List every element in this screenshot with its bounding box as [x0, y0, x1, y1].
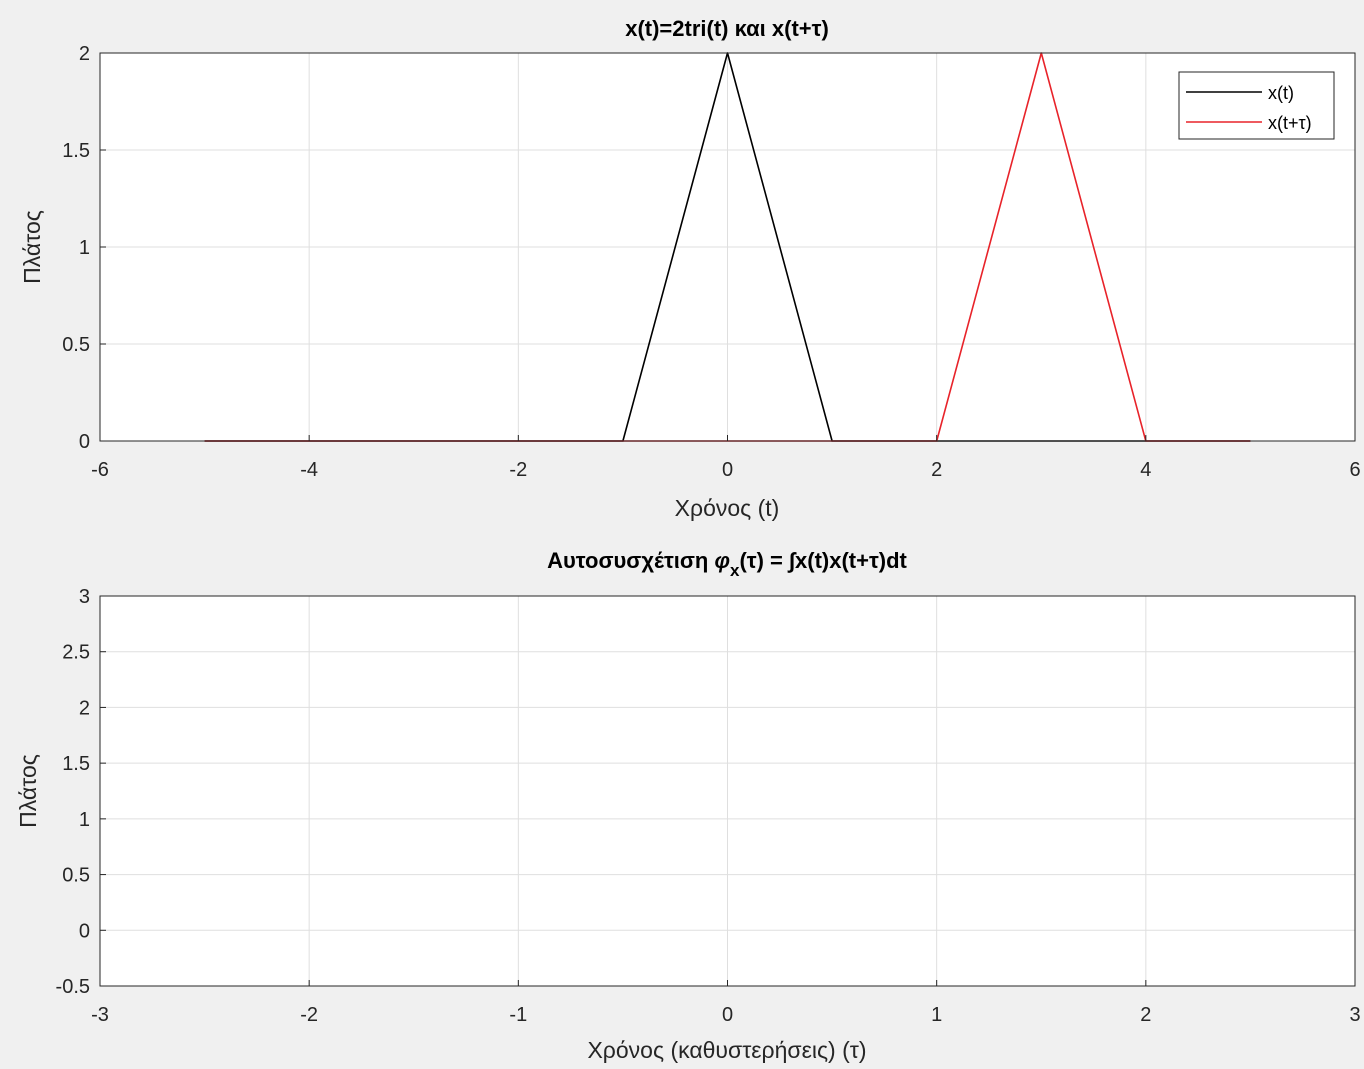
bottom-x-axis-label: Χρόνος (καθυστερήσεις) (τ) — [587, 1037, 866, 1063]
top-y-tick-label: 1.5 — [62, 140, 90, 162]
top-x-tick-label: 0 — [722, 459, 733, 481]
top-y-tick-label: 1 — [79, 237, 90, 259]
bottom-y-tick-label: -0.5 — [56, 976, 90, 998]
top-x-tick-label: 6 — [1349, 459, 1360, 481]
bottom-x-tick-label: 0 — [722, 1004, 733, 1026]
legend-box — [1178, 71, 1335, 140]
legend: x(t) x(t+τ) — [1178, 71, 1335, 140]
top-x-tick-label: -2 — [509, 459, 527, 481]
top-axes: -6 -4 -2 0 2 4 6 0 0.5 1 1.5 2 x(t)=2tri(t) και x(… — [19, 16, 1361, 521]
bottom-y-axis-label: Πλάτος — [15, 754, 41, 828]
bottom-title-post: (τ) = ∫x(t)x(t+τ)dt — [739, 548, 907, 573]
top-x-tick-label: 4 — [1140, 459, 1151, 481]
bottom-y-ticks: -0.5 0 0.5 1 1.5 2 2.5 3 — [56, 586, 106, 998]
bottom-title-sub: x — [730, 561, 740, 580]
top-y-ticks: 0 0.5 1 1.5 2 — [62, 43, 106, 453]
bottom-x-tick-label: -1 — [509, 1004, 527, 1026]
bottom-x-tick-label: 2 — [1140, 1004, 1151, 1026]
bottom-y-tick-label: 2 — [79, 697, 90, 719]
top-x-axis-label: Χρόνος (t) — [675, 495, 780, 521]
legend-entry-x-t-tau: x(t+τ) — [1268, 113, 1312, 133]
bottom-x-tick-label: -3 — [91, 1004, 109, 1026]
top-y-tick-label: 0.5 — [62, 334, 90, 356]
bottom-y-tick-label: 0.5 — [62, 865, 90, 887]
bottom-title-phi: φ — [714, 548, 729, 573]
bottom-y-tick-label: 0 — [79, 920, 90, 942]
bottom-y-tick-label: 1.5 — [62, 753, 90, 775]
bottom-x-ticks: -3 -2 -1 0 1 2 3 — [91, 980, 1361, 1026]
top-x-tick-label: -4 — [300, 459, 318, 481]
bottom-x-tick-label: 3 — [1349, 1004, 1360, 1026]
bottom-axes: -3 -2 -1 0 1 2 3 -0.5 0 0.5 1 1.5 2 2.5 3 Αυτοσυσχέτι… — [15, 548, 1361, 1063]
top-x-ticks: -6 -4 -2 0 2 4 6 — [91, 435, 1361, 481]
top-x-tick-label: 2 — [931, 459, 942, 481]
top-x-tick-label: -6 — [91, 459, 109, 481]
top-chart-title: x(t)=2tri(t) και x(t+τ) — [625, 16, 829, 41]
top-y-tick-label: 2 — [79, 43, 90, 65]
bottom-y-tick-label: 1 — [79, 809, 90, 831]
bottom-y-tick-label: 3 — [79, 586, 90, 608]
bottom-x-tick-label: 1 — [931, 1004, 942, 1026]
bottom-y-tick-label: 2.5 — [62, 642, 90, 664]
top-y-tick-label: 0 — [79, 431, 90, 453]
legend-entry-x-t: x(t) — [1268, 83, 1294, 103]
bottom-chart-title: Αυτοσυσχέτιση φx(τ) = ∫x(t)x(t+τ)dt — [547, 548, 907, 580]
bottom-title-pre: Αυτοσυσχέτιση — [547, 548, 714, 573]
top-y-axis-label: Πλάτος — [19, 210, 45, 284]
bottom-x-tick-label: -2 — [300, 1004, 318, 1026]
